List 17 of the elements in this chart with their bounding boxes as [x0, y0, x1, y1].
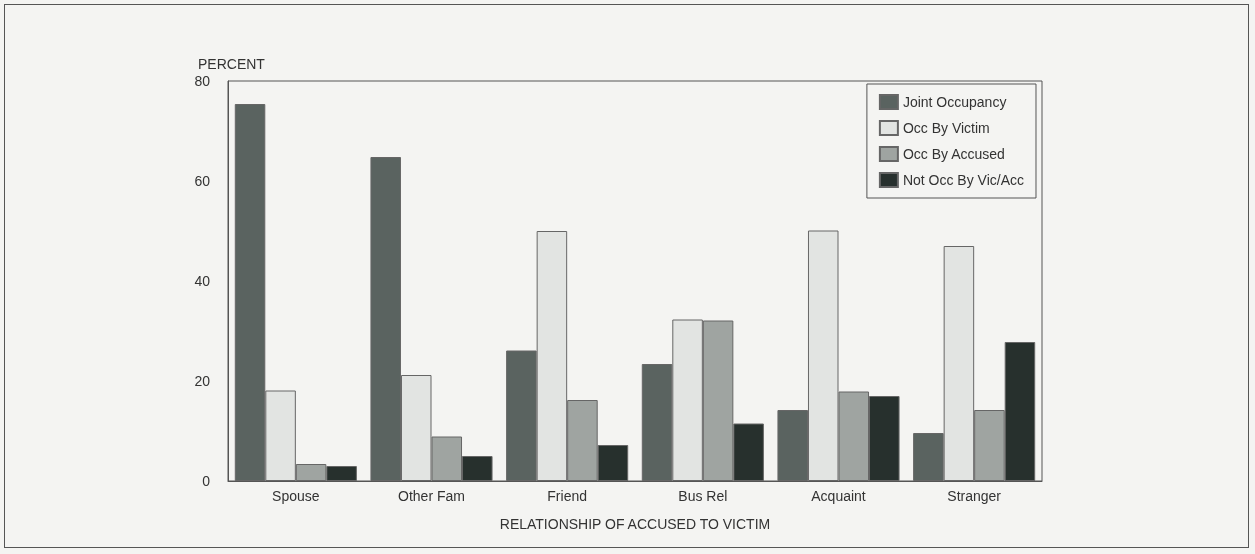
x-tick-label: Spouse [272, 488, 320, 504]
y-tick-label: 40 [194, 273, 211, 289]
legend-label: Joint Occupancy [902, 94, 1007, 110]
x-tick-label: Acquaint [811, 488, 866, 504]
legend-label: Not Occ By Vic/Acc [902, 172, 1024, 188]
y-tick-label: 0 [202, 473, 211, 489]
x-tick-label: Friend [547, 488, 588, 504]
y-axis-title: PERCENT [198, 56, 266, 72]
x-tick-label: Bus Rel [678, 488, 728, 504]
y-tick-label: 60 [194, 173, 211, 189]
legend-label: Occ By Accused [902, 146, 1005, 162]
x-axis-title: RELATIONSHIP OF ACCUSED TO VICTIM [499, 516, 771, 532]
y-tick-label: 20 [194, 373, 211, 389]
y-tick-label: 80 [194, 73, 211, 89]
legend-label: Occ By Victim [902, 120, 990, 136]
x-tick-label: Stranger [947, 488, 1002, 504]
x-tick-label: Other Fam [398, 488, 465, 504]
